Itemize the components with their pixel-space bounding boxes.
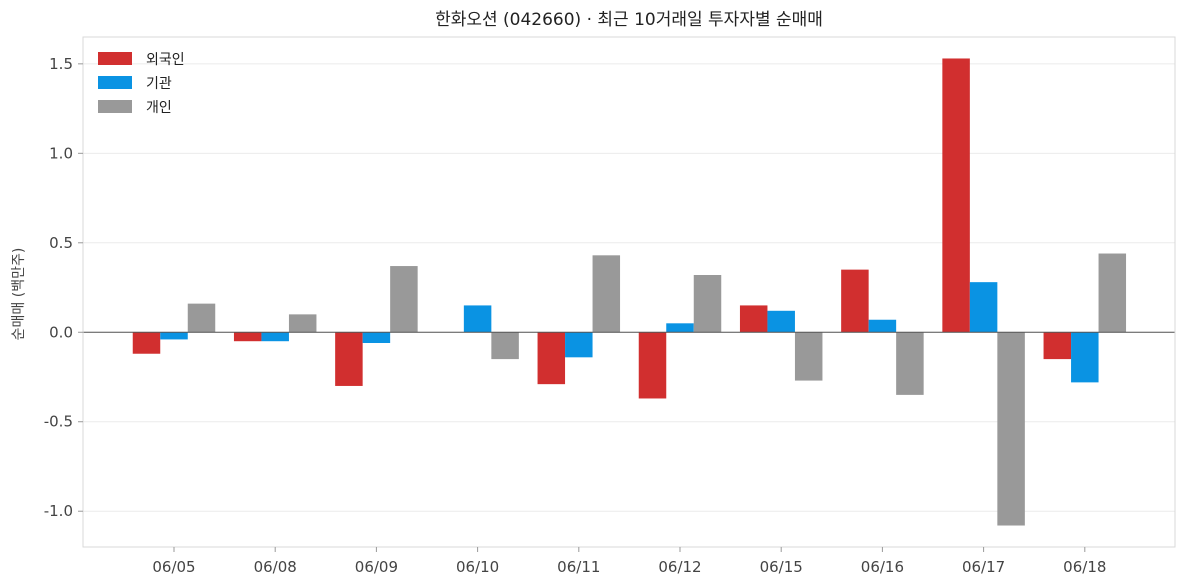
x-tick-label: 06/18 (1063, 558, 1106, 576)
x-axis-ticks: 06/05 06/08 06/09 06/10 06/11 06/12 06/15 06/16… (152, 547, 1106, 576)
x-tick-label: 06/05 (152, 558, 195, 576)
legend-label: 외국인 (146, 52, 185, 68)
bar (666, 323, 694, 333)
x-tick-label: 06/11 (557, 558, 600, 576)
legend-label: 개인 (146, 100, 172, 116)
x-tick-label: 06/15 (760, 558, 803, 576)
chart-title: 한화오션 (042660) · 최근 10거래일 투자자별 순매매 (435, 10, 823, 30)
bar (693, 275, 722, 333)
bar (335, 332, 363, 386)
bar (794, 332, 823, 381)
x-tick-label: 06/08 (254, 558, 297, 576)
bar (362, 332, 391, 343)
bar (942, 58, 970, 333)
plot-frame (82, 36, 1176, 548)
legend-swatch (98, 52, 132, 65)
bar (997, 332, 1025, 526)
bar (841, 269, 869, 333)
bar (592, 255, 621, 333)
x-tick-label: 06/17 (962, 558, 1005, 576)
bar (638, 332, 667, 399)
bars (132, 58, 1127, 526)
bar (868, 319, 897, 333)
bar (896, 332, 924, 395)
x-tick-label: 06/12 (658, 558, 701, 576)
y-axis-ticks: -1.0 -0.5 0.0 0.5 1.0 1.5 (44, 55, 83, 520)
bar (491, 332, 519, 360)
bar (739, 305, 768, 333)
bar (160, 332, 188, 340)
y-tick-label: -0.5 (44, 413, 73, 431)
y-tick-label: 0.0 (49, 323, 73, 341)
bar (261, 332, 289, 342)
bar (537, 332, 566, 385)
x-tick-label: 06/09 (355, 558, 398, 576)
bar (390, 266, 418, 333)
bar (233, 332, 262, 342)
bar (1043, 332, 1072, 360)
bar (767, 310, 795, 333)
legend-swatch (98, 100, 132, 113)
y-axis-label: 순매매 (백만주) (11, 248, 27, 341)
legend-swatch (98, 76, 132, 89)
x-tick-label: 06/10 (456, 558, 499, 576)
y-tick-label: -1.0 (44, 502, 73, 520)
bar (1098, 253, 1127, 333)
x-tick-label: 06/16 (861, 558, 904, 576)
y-tick-label: 0.5 (49, 234, 73, 252)
bar (187, 303, 216, 333)
bar (565, 332, 593, 358)
y-tick-label: 1.5 (49, 55, 73, 73)
y-tick-label: 1.0 (49, 144, 73, 162)
bar (132, 332, 161, 354)
bar (463, 305, 492, 333)
bar (288, 314, 317, 333)
legend-label: 기관 (146, 76, 172, 92)
bar (969, 282, 998, 333)
bar (1071, 332, 1099, 383)
